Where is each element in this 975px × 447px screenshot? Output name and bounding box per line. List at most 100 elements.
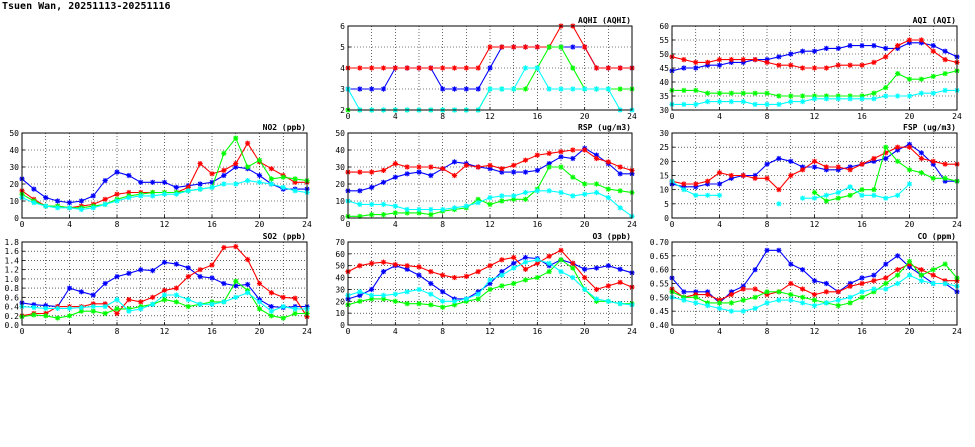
data-point-no2-0 bbox=[102, 178, 108, 184]
data-point-no2-0 bbox=[55, 198, 61, 204]
data-point-so2-3 bbox=[256, 299, 263, 305]
data-point-o3-0 bbox=[440, 289, 446, 295]
data-point-co-0 bbox=[752, 267, 758, 273]
data-point-rsp-2 bbox=[380, 212, 387, 218]
data-point-so2-3 bbox=[173, 292, 179, 298]
data-point-rsp-0 bbox=[570, 155, 576, 162]
data-point-co-1 bbox=[918, 267, 924, 273]
data-point-rsp-2 bbox=[487, 201, 493, 207]
data-point-o3-3 bbox=[570, 274, 576, 281]
ytick-label-fsp: 0 bbox=[664, 214, 669, 223]
data-point-rsp-0 bbox=[522, 169, 529, 175]
data-point-fsp-1 bbox=[716, 170, 723, 176]
data-point-fsp-0 bbox=[728, 175, 734, 181]
data-point-rsp-0 bbox=[534, 167, 540, 173]
data-point-no2-0 bbox=[197, 181, 203, 187]
data-point-rsp-3 bbox=[380, 201, 387, 207]
ytick-label-aqhi: 2 bbox=[340, 106, 345, 115]
xtick-label-co: 20 bbox=[905, 327, 915, 336]
data-point-aqhi-1 bbox=[534, 44, 540, 50]
data-point-so2-0 bbox=[173, 261, 179, 267]
data-point-fsp-2 bbox=[847, 192, 853, 198]
data-point-fsp-0 bbox=[752, 172, 758, 179]
xtick-label-aqi: 20 bbox=[905, 112, 915, 121]
chart-so2: SO2 (ppb) 0.00.20.40.60.81.01.21.41.61.8 0… bbox=[5, 232, 312, 336]
data-point-rsp-1 bbox=[428, 164, 434, 170]
data-point-no2-1 bbox=[185, 184, 191, 190]
ytick-label-so2: 1.2 bbox=[5, 266, 20, 275]
data-point-rsp-3 bbox=[463, 203, 469, 209]
data-point-so2-3 bbox=[90, 303, 96, 310]
data-point-o3-3 bbox=[416, 286, 422, 293]
data-point-co-2 bbox=[728, 300, 734, 306]
data-point-aqhi-1 bbox=[380, 65, 387, 71]
ytick-label-no2: 40 bbox=[9, 146, 19, 155]
data-point-fsp-3 bbox=[871, 192, 877, 198]
xtick-label-no2: 24 bbox=[302, 220, 312, 229]
data-point-no2-3 bbox=[185, 188, 191, 194]
xtick-label-rsp: 12 bbox=[485, 220, 495, 229]
ytick-label-no2: 30 bbox=[9, 163, 19, 172]
data-point-co-3 bbox=[835, 297, 841, 303]
data-point-o3-3 bbox=[546, 260, 552, 266]
data-point-co-0 bbox=[811, 278, 818, 284]
data-point-rsp-1 bbox=[487, 162, 493, 168]
data-point-co-2 bbox=[906, 258, 913, 264]
data-point-rsp-3 bbox=[369, 201, 375, 207]
xtick-label-aqhi: 4 bbox=[393, 112, 398, 121]
data-point-co-2 bbox=[871, 289, 877, 295]
data-point-rsp-3 bbox=[404, 206, 410, 213]
chart-title-no2: NO2 (ppb) bbox=[263, 123, 306, 132]
data-point-aqi-0 bbox=[693, 65, 699, 71]
data-point-co-2 bbox=[942, 261, 948, 267]
data-point-aqi-3 bbox=[740, 99, 746, 105]
data-point-rsp-2 bbox=[475, 196, 481, 202]
data-point-aqhi-3 bbox=[546, 86, 552, 92]
ytick-label-rsp: 30 bbox=[335, 163, 345, 172]
data-point-aqhi-0 bbox=[570, 44, 576, 50]
data-point-aqi-0 bbox=[800, 48, 806, 54]
data-point-o3-1 bbox=[416, 264, 422, 270]
data-point-aqi-1 bbox=[811, 65, 818, 71]
data-point-rsp-0 bbox=[404, 171, 410, 177]
data-point-o3-2 bbox=[511, 280, 517, 287]
data-point-o3-1 bbox=[499, 257, 505, 263]
data-point-fsp-2 bbox=[942, 175, 948, 181]
chart-title-fsp: FSP (ug/m3) bbox=[903, 123, 956, 132]
data-point-no2-0 bbox=[233, 164, 239, 170]
data-point-rsp-2 bbox=[593, 181, 600, 187]
data-point-aqi-2 bbox=[930, 73, 936, 79]
ytick-label-aqi: 50 bbox=[659, 50, 669, 59]
data-point-rsp-2 bbox=[404, 210, 410, 216]
data-point-fsp-0 bbox=[906, 141, 913, 147]
data-point-so2-1 bbox=[150, 294, 156, 300]
data-point-no2-3 bbox=[256, 179, 263, 185]
ytick-label-co: 0.65 bbox=[650, 252, 669, 261]
data-point-fsp-1 bbox=[693, 181, 699, 187]
data-point-aqi-1 bbox=[716, 57, 723, 63]
data-point-so2-3 bbox=[102, 303, 108, 310]
data-point-rsp-0 bbox=[357, 188, 363, 194]
data-point-rsp-1 bbox=[534, 152, 540, 158]
data-point-so2-0 bbox=[138, 267, 144, 273]
data-point-aqi-0 bbox=[859, 43, 865, 49]
chart-title-aqi: AQI (AQI) bbox=[913, 16, 956, 25]
data-point-o3-3 bbox=[522, 259, 529, 265]
data-point-o3-3 bbox=[357, 289, 363, 295]
data-point-so2-3 bbox=[209, 301, 215, 307]
data-point-so2-2 bbox=[185, 303, 191, 310]
ytick-label-o3: 70 bbox=[335, 238, 345, 247]
data-point-rsp-0 bbox=[511, 169, 517, 175]
data-point-rsp-2 bbox=[392, 210, 398, 216]
data-point-rsp-1 bbox=[511, 162, 517, 168]
data-point-aqi-3 bbox=[752, 101, 758, 107]
data-point-co-1 bbox=[906, 261, 913, 267]
data-point-rsp-1 bbox=[593, 155, 600, 162]
data-point-co-0 bbox=[906, 264, 913, 270]
data-point-fsp-1 bbox=[788, 172, 794, 179]
data-point-fsp-0 bbox=[693, 184, 699, 190]
data-point-so2-3 bbox=[280, 303, 286, 310]
data-point-no2-3 bbox=[126, 195, 132, 201]
data-point-aqi-3 bbox=[823, 96, 829, 102]
ytick-label-no2: 10 bbox=[9, 197, 19, 206]
